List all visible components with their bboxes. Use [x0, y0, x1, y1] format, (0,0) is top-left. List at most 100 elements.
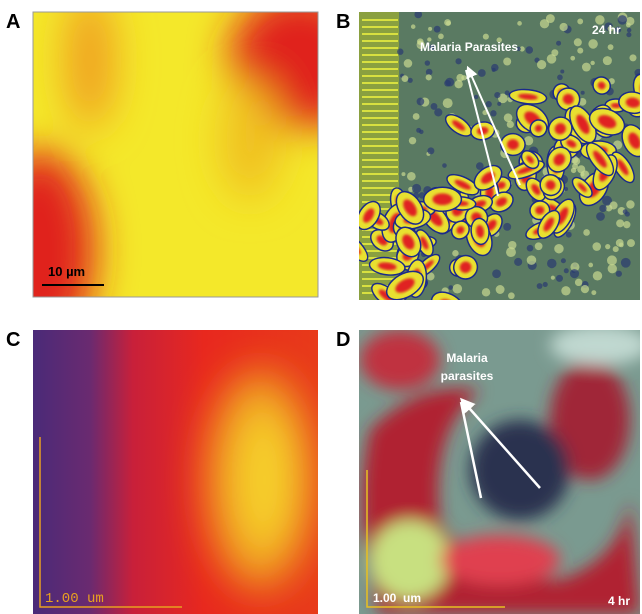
texture [591, 290, 596, 295]
annotation: Malaria Parasites [420, 40, 518, 54]
texture [581, 285, 589, 293]
texture [497, 102, 501, 106]
texture [554, 244, 563, 253]
texture [411, 24, 416, 29]
texture [453, 284, 463, 294]
texture [438, 34, 444, 40]
texture [527, 255, 536, 264]
texture [599, 205, 606, 212]
texture [626, 23, 631, 28]
texture [616, 239, 624, 247]
texture [375, 311, 382, 319]
panel-label: B [336, 11, 350, 33]
texture [623, 209, 628, 214]
texture [575, 279, 582, 286]
texture [517, 21, 522, 26]
texture [577, 19, 583, 25]
panel-d: D Malaria parasites 1.00 um 4 hr [336, 325, 642, 614]
texture [551, 276, 555, 280]
texture [412, 184, 421, 193]
texture [490, 110, 496, 116]
texture [506, 247, 516, 257]
annotation: Malaria [446, 351, 488, 365]
texture [588, 263, 593, 268]
texture [514, 258, 522, 266]
texture [629, 54, 636, 61]
texture [592, 242, 601, 251]
panel-label: C [6, 329, 20, 351]
texture [455, 58, 461, 64]
texture [570, 56, 575, 61]
texture [442, 163, 447, 168]
texture [527, 245, 534, 252]
texture [482, 288, 490, 296]
scale-label: 1.00 um [373, 591, 421, 605]
texture [433, 193, 453, 205]
texture [621, 258, 631, 268]
texture [556, 275, 563, 282]
texture [483, 34, 489, 40]
texture [402, 297, 429, 323]
texture [561, 286, 570, 295]
texture [409, 137, 416, 144]
texture [560, 69, 564, 73]
texture [404, 59, 413, 68]
texture [503, 223, 511, 231]
texture [583, 229, 590, 236]
texture [574, 38, 582, 46]
texture [603, 56, 612, 65]
texture [434, 108, 442, 116]
annotation: parasites [441, 369, 494, 383]
texture [426, 74, 432, 80]
texture [371, 307, 386, 323]
texture [547, 54, 557, 64]
texture [570, 269, 579, 278]
time-label: 24 hr [592, 23, 621, 37]
texture [478, 69, 486, 77]
texture [605, 244, 610, 249]
scale-label: 10 µm [48, 264, 85, 279]
texture [564, 268, 569, 273]
texture [627, 28, 631, 32]
texture [535, 242, 543, 250]
texture [407, 172, 416, 181]
texture [540, 19, 549, 28]
panel-label: D [336, 329, 350, 351]
texture [370, 305, 388, 324]
texture [425, 60, 430, 65]
texture [444, 80, 451, 87]
texture [474, 95, 478, 99]
texture [616, 219, 624, 227]
texture [566, 232, 572, 238]
texture [608, 264, 617, 273]
texture [623, 221, 630, 228]
texture [543, 282, 548, 287]
texture [455, 80, 463, 88]
panel-label: A [6, 11, 20, 33]
texture [427, 147, 434, 154]
texture [616, 271, 622, 277]
figure: A 10 µm B Malaria Parasites 24 hr C 1.00… [0, 0, 642, 614]
texture [452, 250, 458, 256]
texture [627, 239, 635, 247]
texture [503, 58, 511, 66]
texture [448, 285, 453, 290]
scale-label: 1.00 um [45, 591, 104, 607]
texture [408, 78, 413, 83]
time-label: 4 hr [608, 594, 630, 608]
panel-a: A 10 µm [0, 0, 370, 350]
texture [413, 113, 420, 120]
texture [571, 168, 576, 173]
texture [397, 49, 403, 55]
texture [608, 44, 614, 50]
texture [402, 75, 409, 82]
texture [596, 212, 605, 221]
texture [557, 75, 563, 81]
texture [582, 63, 591, 72]
texture [446, 21, 451, 26]
texture [559, 23, 567, 31]
texture [537, 283, 543, 289]
texture [428, 27, 432, 31]
texture [610, 201, 618, 209]
texture [590, 61, 594, 65]
